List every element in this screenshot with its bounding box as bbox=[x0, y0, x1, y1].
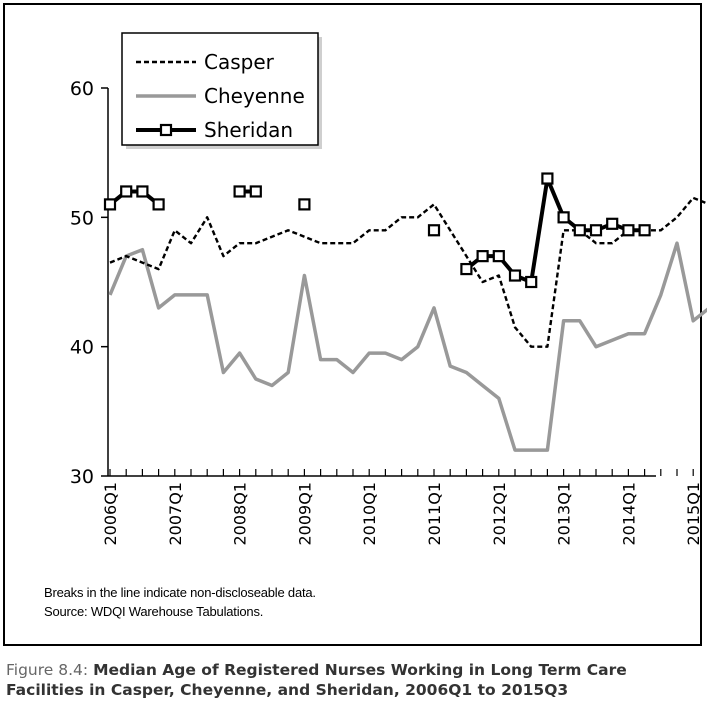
sheridan-point bbox=[427, 224, 441, 237]
sheridan-point bbox=[249, 185, 262, 198]
legend-entry-casper: Casper bbox=[204, 50, 275, 74]
sheridan-point bbox=[638, 224, 651, 237]
sheridan-point bbox=[525, 275, 538, 289]
line-chart: 30 40 50 60 2006Q1 2007Q1 2008Q1 2009Q1 2010Q1 20… bbox=[70, 32, 707, 546]
x-tick-label: 2008Q1 bbox=[231, 482, 250, 546]
series-line-cheyenne bbox=[108, 241, 707, 452]
x-tick-label: 2014Q1 bbox=[619, 482, 638, 546]
note-source: Source: WDQI Warehouse Tabulations. bbox=[44, 604, 264, 619]
sheridan-point bbox=[492, 250, 505, 263]
figure-caption: Figure 8.4: Median Age of Registered Nur… bbox=[6, 660, 702, 700]
x-tick-label: 2006Q1 bbox=[101, 482, 120, 546]
sheridan-point bbox=[589, 224, 603, 237]
sheridan-point bbox=[606, 217, 619, 230]
x-tick-label: 2009Q1 bbox=[295, 482, 314, 546]
chart-notes: Breaks in the line indicate non-disclose… bbox=[44, 583, 316, 621]
y-tick-label: 30 bbox=[70, 466, 94, 488]
figure-frame bbox=[3, 3, 702, 646]
y-tick-label: 40 bbox=[70, 337, 94, 359]
x-tick-label: 2015Q1 bbox=[684, 482, 703, 546]
sheridan-point bbox=[136, 185, 149, 198]
sheridan-point bbox=[508, 269, 522, 282]
legend-box bbox=[121, 32, 319, 146]
y-tick-label: 60 bbox=[70, 78, 94, 100]
sheridan-point bbox=[476, 250, 489, 263]
legend-entry-cheyenne: Cheyenne bbox=[204, 84, 305, 108]
caption-label: Figure 8.4: bbox=[6, 661, 89, 679]
sheridan-point bbox=[233, 185, 246, 198]
x-tick-label: 2010Q1 bbox=[360, 482, 379, 546]
sheridan-point bbox=[460, 262, 473, 276]
x-tick-label: 2012Q1 bbox=[490, 482, 509, 546]
sheridan-point bbox=[541, 172, 554, 185]
sheridan-point bbox=[120, 185, 133, 198]
sheridan-point bbox=[573, 224, 586, 237]
sheridan-point bbox=[152, 198, 165, 211]
sheridan-point bbox=[622, 224, 635, 237]
x-tick-label: 2007Q1 bbox=[166, 482, 185, 546]
y-tick-label: 50 bbox=[70, 207, 94, 229]
sheridan-point bbox=[298, 198, 311, 211]
x-tick-label: 2013Q1 bbox=[555, 482, 574, 546]
sheridan-point bbox=[557, 211, 570, 224]
legend-marker-sheridan bbox=[159, 123, 173, 137]
x-tick-label: 2011Q1 bbox=[425, 482, 444, 546]
caption-title: Median Age of Registered Nurses Working … bbox=[6, 661, 627, 699]
legend-entry-sheridan: Sheridan bbox=[204, 118, 293, 142]
sheridan-point bbox=[103, 198, 117, 211]
note-breaks: Breaks in the line indicate non-disclose… bbox=[44, 585, 316, 600]
